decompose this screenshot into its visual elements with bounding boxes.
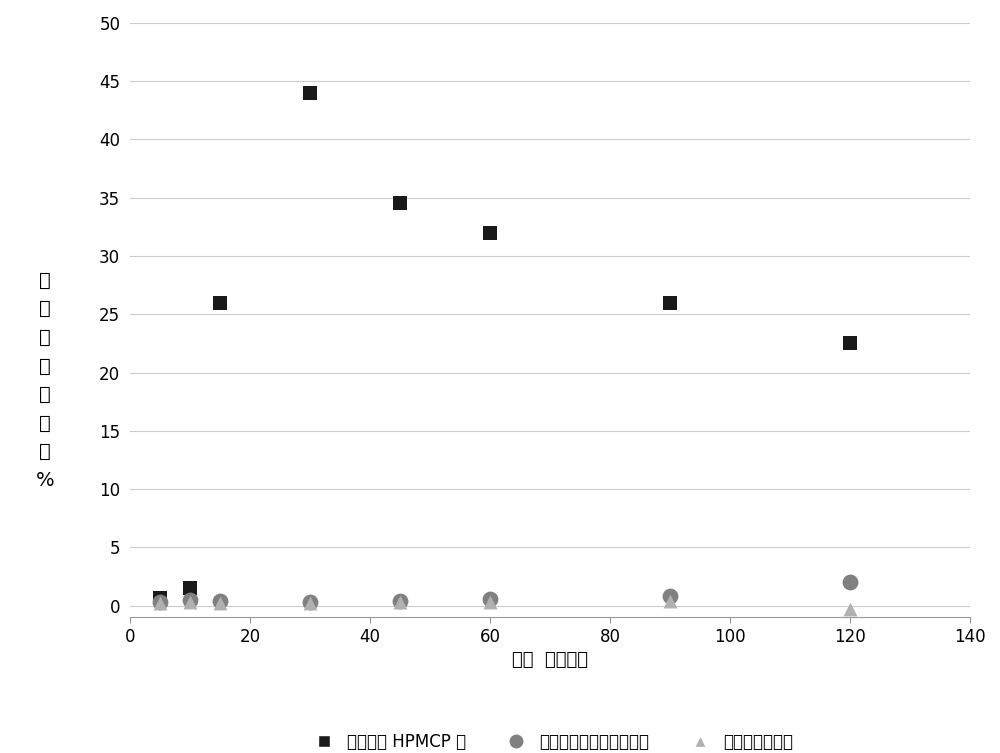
Point bbox=[182, 596, 198, 608]
Point bbox=[302, 596, 318, 608]
Legend: 尼洛替尼 HPMCP 盐, 尼洛替尼盐酸盐一水合物, 尼洛替尼游离碱: 尼洛替尼 HPMCP 盐, 尼洛替尼盐酸盐一水合物, 尼洛替尼游离碱 bbox=[300, 727, 800, 753]
Point bbox=[392, 595, 408, 607]
Point bbox=[302, 87, 318, 99]
Point bbox=[152, 596, 168, 608]
Point bbox=[212, 597, 228, 609]
Text: 解: 解 bbox=[39, 299, 51, 319]
X-axis label: 时间  （分钟）: 时间 （分钟） bbox=[512, 651, 588, 669]
Point bbox=[182, 582, 198, 594]
Text: 的: 的 bbox=[39, 328, 51, 347]
Point bbox=[662, 590, 678, 602]
Point bbox=[212, 297, 228, 309]
Point bbox=[212, 595, 228, 607]
Text: 溶: 溶 bbox=[39, 270, 51, 290]
Point bbox=[392, 197, 408, 209]
Text: %: % bbox=[36, 471, 54, 490]
Point bbox=[182, 594, 198, 606]
Text: 替: 替 bbox=[39, 413, 51, 433]
Text: 洛: 洛 bbox=[39, 385, 51, 404]
Point bbox=[152, 597, 168, 609]
Point bbox=[662, 297, 678, 309]
Point bbox=[662, 595, 678, 607]
Point bbox=[482, 227, 498, 239]
Point bbox=[152, 592, 168, 604]
Point bbox=[302, 597, 318, 609]
Text: 尼: 尼 bbox=[39, 442, 51, 462]
Text: 尼: 尼 bbox=[39, 356, 51, 376]
Point bbox=[392, 596, 408, 608]
Point bbox=[482, 593, 498, 605]
Point bbox=[842, 577, 858, 589]
Point bbox=[482, 596, 498, 608]
Point bbox=[842, 337, 858, 349]
Point bbox=[842, 603, 858, 615]
